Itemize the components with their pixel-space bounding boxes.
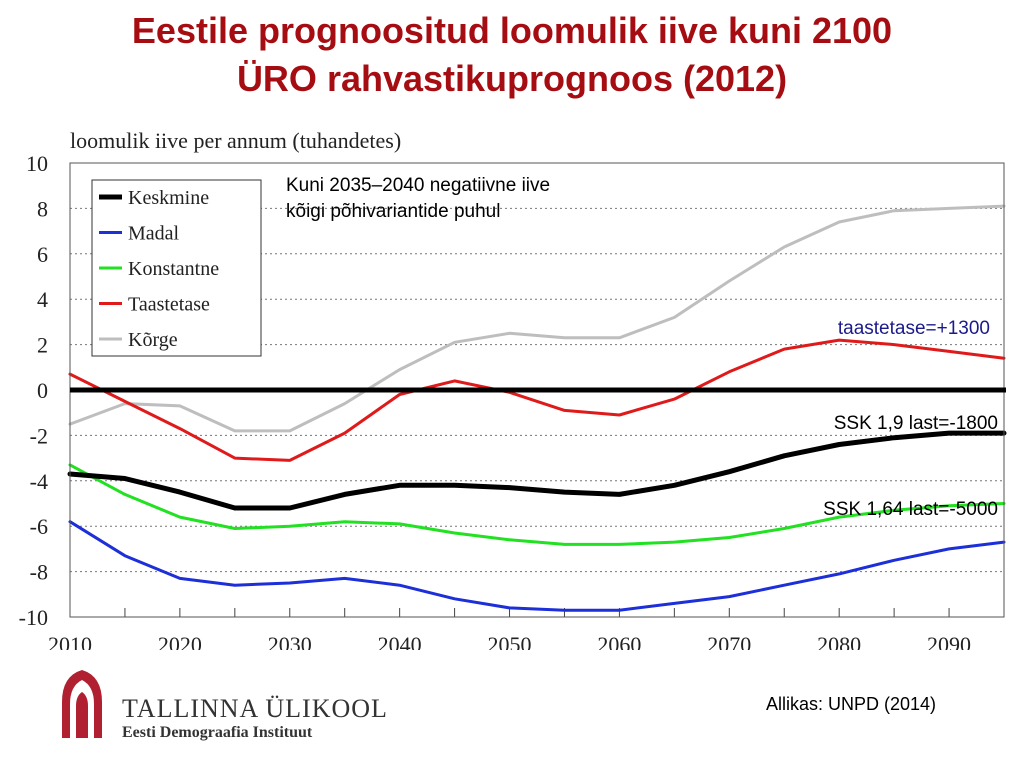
legend-label-keskmine: Keskmine — [128, 187, 209, 209]
y-tick-labels: 10 8 6 4 2 0 -2 -4 -6 -8 -10 — [19, 151, 48, 630]
institution-subtitle: Eesti Demograafia Instituut — [122, 724, 313, 741]
tallinn-university-logo-icon — [62, 670, 102, 738]
x-tick-marks — [124, 608, 950, 617]
footer — [0, 650, 1024, 768]
y-tick-label: 0 — [37, 378, 48, 403]
annotation-negative-growth-note: kõigi põhivariantide puhul — [286, 201, 500, 222]
annotation-replacement-level: taastetase=+1300 — [838, 318, 990, 339]
y-tick-label: -4 — [30, 469, 48, 494]
series-line-madal — [68, 520, 1006, 612]
annotation-tfr-1-64: SSK 1,64 last=-5000 — [823, 499, 998, 520]
series-lines — [67, 204, 1007, 612]
annotation-negative-growth-note: Kuni 2035–2040 negatiivne iive — [286, 175, 550, 196]
institution-name: TALLINNA ÜLIKOOL — [122, 694, 388, 723]
y-tick-label: -2 — [30, 423, 48, 448]
legend-label-konstantne: Konstantne — [128, 258, 219, 280]
y-tick-label: -10 — [19, 605, 48, 630]
slide-title-line-1: Eestile prognoositud loomulik iive kuni … — [131, 10, 893, 51]
series-line-konstantne — [68, 463, 1006, 546]
source-note: Allikas: UNPD (2014) — [766, 694, 937, 714]
legend-label-taastetase: Taastetase — [128, 294, 210, 316]
legend-label-madal: Madal — [128, 223, 180, 245]
annotations: Kuni 2035–2040 negatiivne iive kõigi põhi… — [286, 175, 998, 520]
annotation-tfr-1-9: SSK 1,9 last=-1800 — [834, 413, 998, 434]
series-line-korge — [68, 204, 1006, 433]
slide-title-line-2: ÜRO rahvastikuprognoos (2012) — [236, 58, 788, 99]
y-axis-label: loomulik iive per annum (tuhandetes) — [70, 128, 402, 153]
series-line-keskmine — [67, 430, 1007, 511]
y-tick-label: 8 — [37, 196, 48, 221]
y-tick-label: -6 — [30, 514, 48, 539]
y-tick-label: -8 — [30, 560, 48, 585]
legend-label-korge: Kõrge — [128, 329, 178, 351]
y-tick-label: 6 — [37, 242, 48, 267]
series-line-taastetase — [68, 338, 1006, 462]
legend: Keskmine Madal Konstantne Taastetase Kõrge — [91, 179, 262, 357]
y-tick-label: 10 — [26, 151, 48, 176]
y-tick-label: 4 — [37, 287, 48, 312]
y-tick-label: 2 — [37, 333, 48, 358]
